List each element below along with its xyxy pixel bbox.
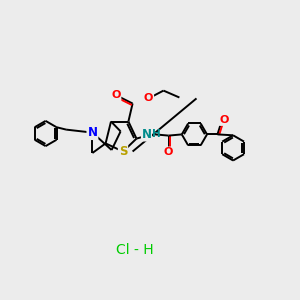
Text: O: O: [164, 147, 173, 158]
Text: N: N: [87, 126, 98, 139]
Text: O: O: [220, 115, 229, 125]
Text: O: O: [144, 93, 153, 103]
Text: Cl - H: Cl - H: [116, 244, 154, 257]
Text: O: O: [111, 90, 121, 100]
Text: S: S: [119, 145, 127, 158]
Text: H: H: [152, 129, 161, 140]
Text: N: N: [142, 128, 152, 141]
